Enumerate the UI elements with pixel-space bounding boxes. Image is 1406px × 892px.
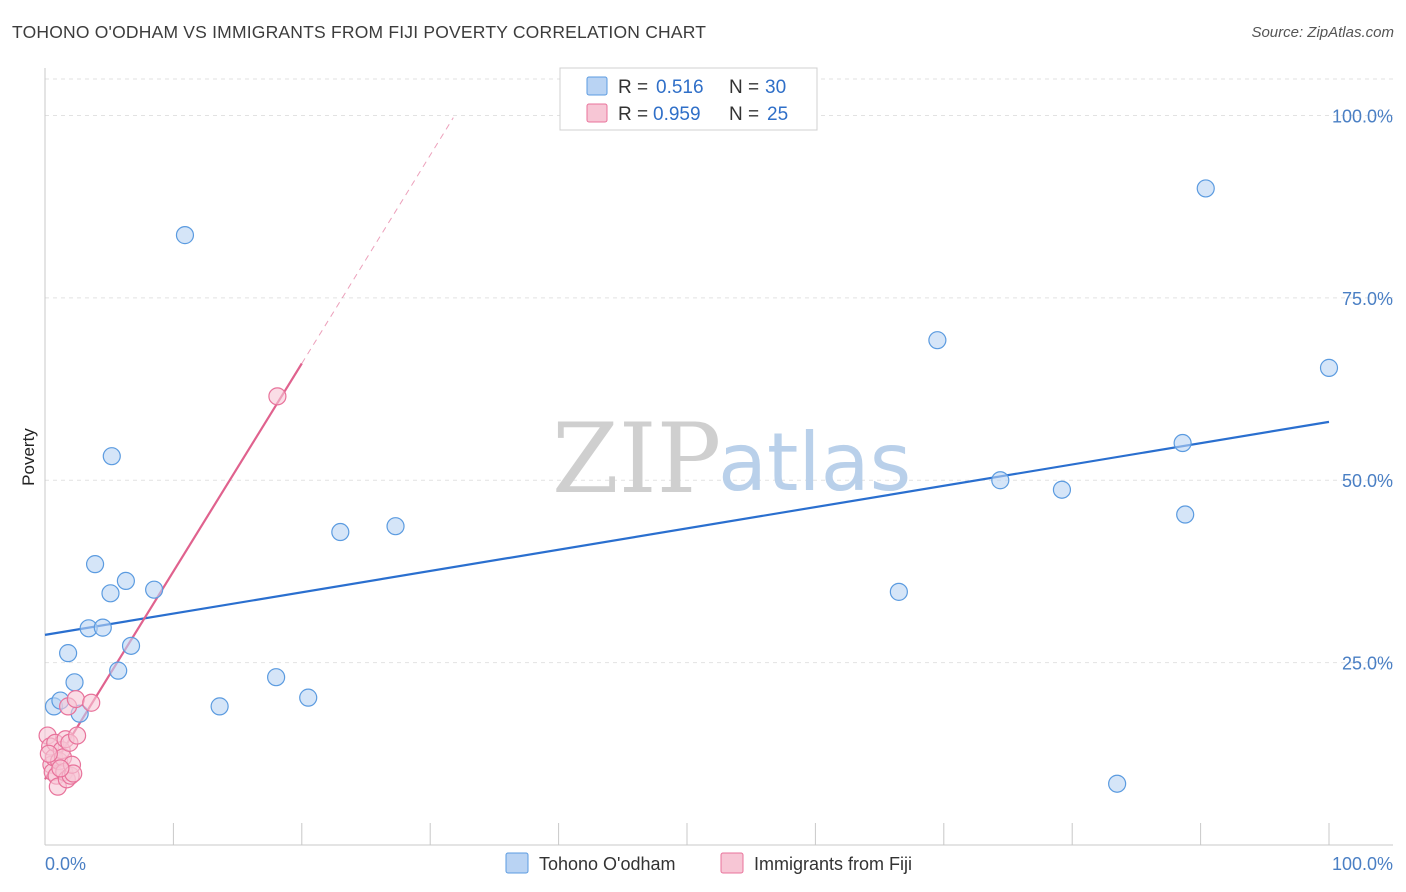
- axes: [44, 68, 1393, 846]
- point-blue: [386, 517, 405, 536]
- source-label: Source: ZipAtlas.com: [1251, 24, 1394, 41]
- point-blue: [1196, 179, 1215, 198]
- point-blue: [1052, 480, 1072, 499]
- y-tick-label: 75.0%: [1342, 289, 1393, 309]
- x-tick-label-min: 0.0%: [45, 854, 86, 874]
- bottom-legend: Tohono O'odham Immigrants from Fiji: [505, 852, 912, 874]
- point-pink: [67, 726, 87, 745]
- point-blue: [59, 644, 78, 663]
- legend-swatch-blue: [586, 76, 608, 96]
- point-blue: [331, 522, 350, 542]
- watermark-atlas: atlas: [718, 416, 911, 509]
- y-axis-label: Poverty: [19, 428, 38, 486]
- point-pink: [82, 693, 101, 712]
- chart-title: TOHONO O'ODHAM VS IMMIGRANTS FROM FIJI P…: [12, 22, 707, 42]
- point-pink: [66, 689, 85, 709]
- point-blue: [175, 226, 195, 245]
- bottom-legend-label-blue: Tohono O'odham: [539, 854, 676, 874]
- legend-n-value-blue: 30: [765, 77, 786, 98]
- legend-box: R = 0.516 N = 30 R = 0.959 N = 25: [559, 67, 818, 131]
- point-blue: [101, 584, 120, 603]
- point-blue: [85, 555, 105, 574]
- y-tick-label: 50.0%: [1342, 471, 1393, 491]
- point-blue: [928, 331, 947, 350]
- watermark: ZIP atlas: [552, 403, 911, 515]
- bottom-legend-swatch-pink: [720, 852, 744, 874]
- legend-n-value-pink: 25: [767, 104, 788, 125]
- point-pink: [268, 387, 287, 406]
- bottom-legend-swatch-blue: [505, 852, 529, 874]
- point-blue: [1108, 774, 1127, 793]
- point-blue: [889, 582, 908, 601]
- point-pink: [39, 744, 58, 763]
- y-tick-label: 25.0%: [1342, 654, 1393, 674]
- x-ticks: [44, 823, 1330, 845]
- x-tick-label-max: 100.0%: [1332, 854, 1393, 874]
- point-blue: [267, 668, 286, 687]
- legend-n-label-blue: N =: [729, 77, 759, 98]
- trend-line-blue: [44, 420, 1330, 636]
- point-blue: [116, 571, 135, 591]
- legend-r-label-blue: R =: [618, 77, 648, 98]
- point-blue: [65, 673, 84, 692]
- point-blue: [145, 580, 164, 599]
- point-blue: [121, 636, 141, 655]
- legend-r-value-pink: 0.959: [653, 104, 701, 125]
- point-blue: [1319, 358, 1339, 377]
- point-blue: [299, 688, 318, 707]
- point-blue: [109, 661, 128, 680]
- legend-r-value-blue: 0.516: [656, 77, 704, 98]
- point-blue: [1176, 505, 1195, 524]
- legend-swatch-pink: [586, 103, 608, 123]
- legend-n-label-pink: N =: [729, 104, 759, 125]
- bottom-legend-label-pink: Immigrants from Fiji: [754, 854, 912, 874]
- point-blue: [1173, 433, 1192, 453]
- point-blue: [991, 471, 1010, 490]
- y-tick-labels: 25.0% 50.0% 75.0% 100.0%: [1332, 106, 1393, 673]
- trend-extension-pink: [301, 117, 454, 364]
- grid-lines: [45, 78, 1393, 664]
- watermark-zip: ZIP: [552, 403, 721, 515]
- data-points: [38, 179, 1339, 796]
- point-blue: [210, 697, 229, 716]
- point-pink: [51, 759, 70, 778]
- point-blue: [102, 447, 121, 466]
- y-tick-label: 100.0%: [1332, 106, 1393, 126]
- point-blue: [93, 618, 112, 637]
- legend-r-label-pink: R =: [618, 104, 648, 125]
